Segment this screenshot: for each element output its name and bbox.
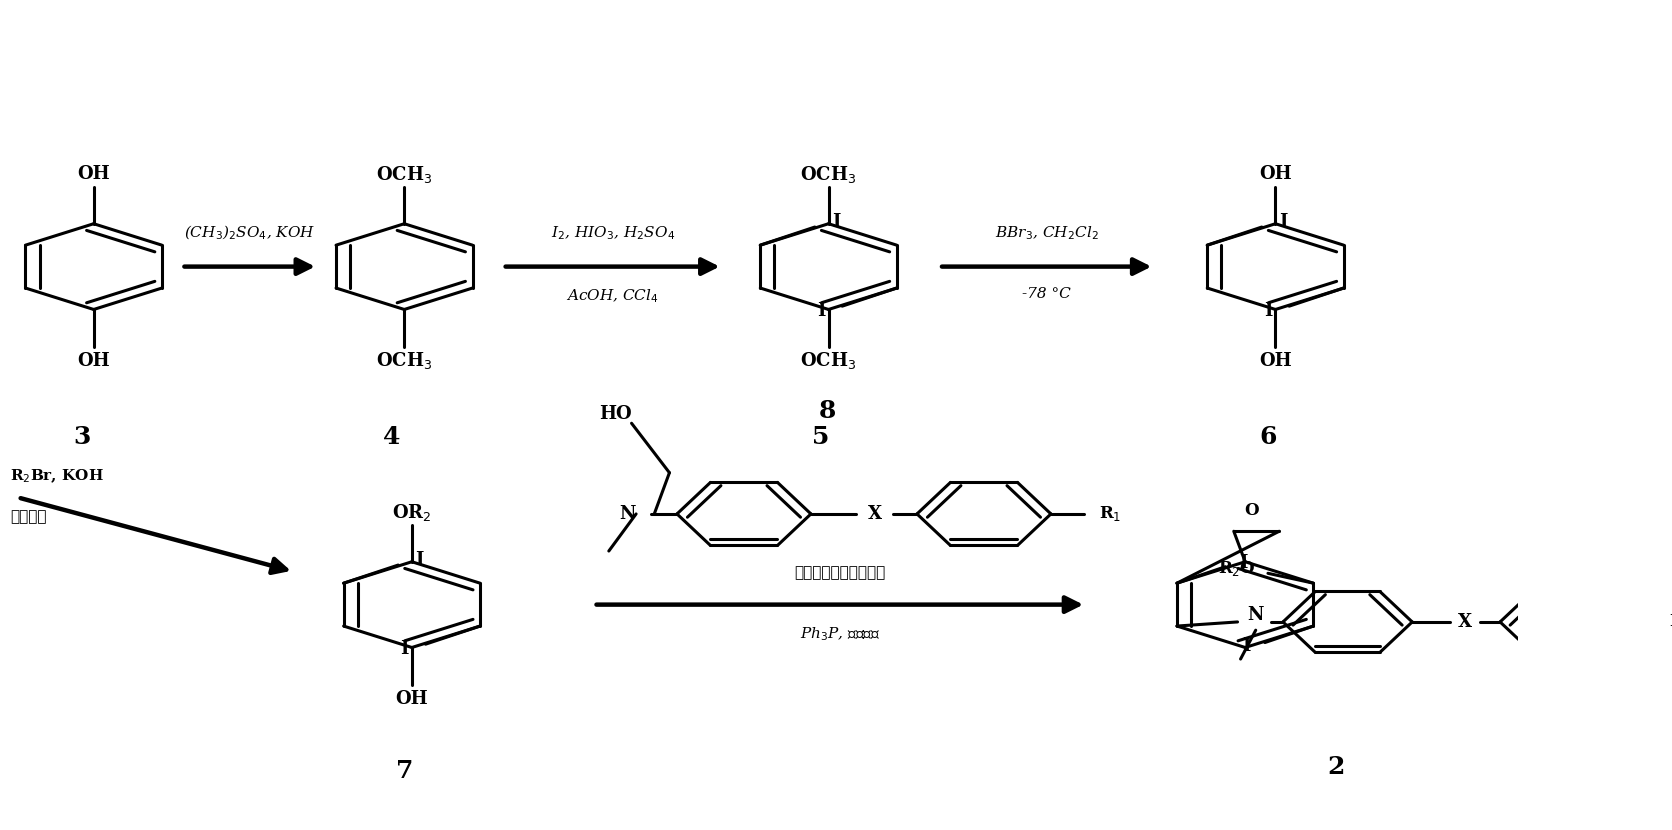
Text: O: O [1244, 502, 1259, 519]
Text: HO: HO [599, 405, 632, 423]
Text: BBr$_3$, CH$_2$Cl$_2$: BBr$_3$, CH$_2$Cl$_2$ [995, 224, 1099, 242]
Text: R$_1$: R$_1$ [1100, 505, 1122, 524]
Text: 6: 6 [1259, 425, 1277, 449]
Text: OH: OH [77, 352, 110, 369]
Text: I: I [1279, 213, 1287, 231]
Text: I: I [415, 551, 423, 569]
Text: 8: 8 [819, 399, 836, 423]
Text: I$_2$, HIO$_3$, H$_2$SO$_4$: I$_2$, HIO$_3$, H$_2$SO$_4$ [550, 224, 675, 242]
Text: Ph$_3$P, 四氢呋喃: Ph$_3$P, 四氢呋喃 [799, 625, 879, 643]
Text: 二乙基偶氮二甲酸酯，: 二乙基偶氮二甲酸酯， [794, 566, 886, 580]
Text: OH: OH [77, 165, 110, 183]
Text: (CH$_3$)$_2$SO$_4$, KOH: (CH$_3$)$_2$SO$_4$, KOH [184, 223, 316, 242]
Text: I: I [831, 213, 841, 231]
Text: N: N [620, 505, 635, 523]
Text: I: I [400, 640, 408, 658]
Text: X: X [1458, 613, 1473, 631]
Text: OCH$_3$: OCH$_3$ [376, 350, 433, 371]
Text: OCH$_3$: OCH$_3$ [801, 350, 856, 371]
Text: 3: 3 [74, 425, 90, 449]
Text: I: I [1242, 637, 1251, 655]
Text: R$_2$Br, KOH: R$_2$Br, KOH [10, 467, 104, 485]
Text: I: I [1264, 302, 1272, 320]
Text: R$_2$O: R$_2$O [1219, 559, 1256, 578]
Text: OR$_2$: OR$_2$ [391, 502, 431, 523]
Text: 5: 5 [813, 425, 829, 449]
Text: R$_1$: R$_1$ [1669, 613, 1672, 632]
Text: X: X [868, 505, 881, 523]
Text: I: I [1239, 554, 1247, 573]
Text: OH: OH [396, 690, 428, 708]
Text: OH: OH [1259, 165, 1292, 183]
Text: 二甲亚砜: 二甲亚砜 [10, 510, 47, 524]
Text: OCH$_3$: OCH$_3$ [801, 164, 856, 185]
Text: 4: 4 [383, 425, 401, 449]
Text: OCH$_3$: OCH$_3$ [376, 164, 433, 185]
Text: I: I [816, 302, 826, 320]
Text: AcOH, CCl$_4$: AcOH, CCl$_4$ [567, 287, 659, 305]
Text: 7: 7 [396, 759, 413, 784]
Text: 2: 2 [1328, 755, 1344, 779]
Text: OH: OH [1259, 352, 1292, 369]
Text: -78 °C: -78 °C [1022, 287, 1072, 301]
Text: N: N [1247, 607, 1264, 624]
